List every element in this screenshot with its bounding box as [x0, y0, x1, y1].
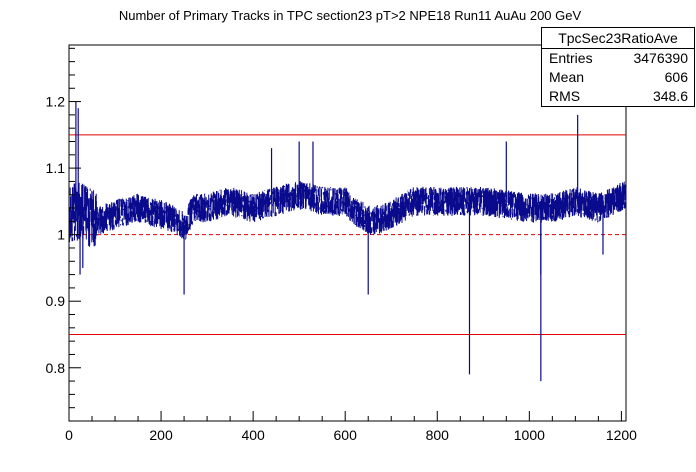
stats-box: TpcSec23RatioAve Entries 3476390 Mean 60…: [541, 27, 695, 107]
y-tick-label-0: 0.8: [46, 360, 66, 376]
stats-row-rms: RMS 348.6: [542, 87, 694, 106]
x-tick-label-5: 1000: [514, 427, 545, 443]
x-tick-label-3: 600: [334, 427, 358, 443]
x-tick-label-6: 1200: [606, 427, 637, 443]
stats-rms-value: 348.6: [652, 88, 688, 104]
stats-row-mean: Mean 606: [542, 68, 694, 87]
x-tick-label-1: 200: [149, 427, 173, 443]
stats-box-name: TpcSec23RatioAve: [542, 28, 694, 49]
x-tick-label-0: 0: [65, 427, 73, 443]
x-tick-label-4: 800: [426, 427, 450, 443]
chart-title: Number of Primary Tracks in TPC section2…: [118, 8, 582, 23]
stats-mean-label: Mean: [549, 69, 585, 85]
stats-mean-value: 606: [664, 69, 688, 85]
y-tick-label-3: 1.1: [46, 160, 66, 176]
y-tick-label-4: 1.2: [46, 94, 66, 110]
stats-entries-label: Entries: [549, 50, 593, 66]
stats-rms-label: RMS: [549, 88, 581, 104]
stats-row-entries: Entries 3476390: [542, 49, 694, 68]
stats-entries-value: 3476390: [633, 50, 688, 66]
series-noise-trace: [68, 181, 627, 247]
y-tick-label-2: 1: [57, 227, 65, 243]
x-tick-label-2: 400: [241, 427, 265, 443]
y-tick-label-1: 0.9: [46, 293, 66, 309]
